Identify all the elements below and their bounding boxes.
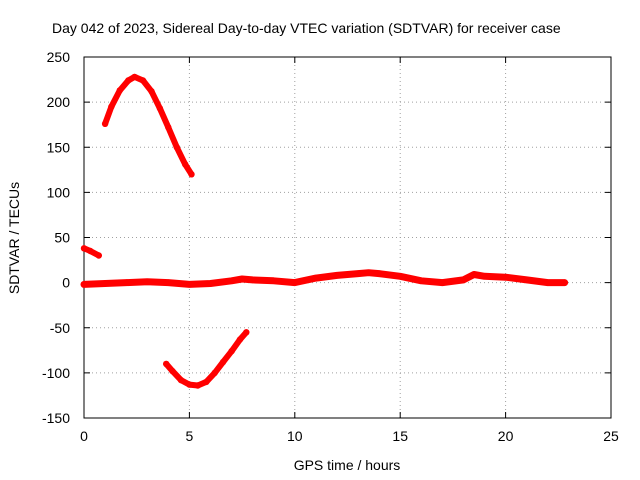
- data-point: [182, 161, 189, 168]
- y-tick-label: 150: [47, 139, 71, 155]
- y-tick-label: 250: [47, 49, 71, 65]
- x-tick-label: 25: [603, 428, 619, 444]
- data-point: [561, 279, 568, 286]
- series-segment-d: [163, 329, 250, 389]
- data-point: [354, 270, 362, 277]
- data-point: [188, 171, 195, 178]
- data-point: [502, 274, 509, 281]
- data-point: [544, 279, 551, 286]
- data-point: [101, 280, 109, 287]
- data-point: [249, 276, 256, 284]
- x-axis-label: GPS time / hours: [294, 457, 401, 473]
- data-point: [270, 277, 277, 284]
- x-tick-label: 5: [186, 428, 194, 444]
- data-point: [243, 329, 250, 336]
- data-point: [375, 270, 383, 277]
- y-tick-label: 200: [47, 94, 71, 110]
- data-point: [333, 272, 341, 279]
- data-point: [173, 144, 180, 151]
- axes: 0 5 10 15 20 25 -150 -100 -50 0 50 100 150 200 250: [42, 49, 619, 444]
- data-point: [397, 273, 404, 280]
- data-point: [87, 247, 94, 255]
- y-tick-label: -150: [42, 410, 70, 426]
- data-point: [101, 120, 109, 128]
- data-point: [523, 276, 530, 284]
- data-point: [131, 73, 138, 81]
- data-point: [186, 281, 193, 288]
- data-point: [163, 360, 170, 368]
- y-tick-label: 0: [62, 275, 70, 291]
- grid: [84, 57, 611, 418]
- data-point: [211, 369, 218, 377]
- y-tick-label: -50: [50, 320, 70, 336]
- data-point: [228, 277, 235, 284]
- data-point: [365, 269, 372, 276]
- data-point: [219, 358, 227, 366]
- data-point: [439, 279, 446, 286]
- data-point: [116, 87, 124, 94]
- data-series: [80, 73, 569, 389]
- x-tick-label: 10: [287, 428, 303, 444]
- data-point: [186, 381, 193, 388]
- data-point: [156, 105, 164, 112]
- y-tick-label: 50: [54, 230, 70, 246]
- data-point: [80, 281, 88, 288]
- data-point: [312, 274, 320, 282]
- data-point: [481, 273, 488, 280]
- x-tick-label: 20: [498, 428, 514, 444]
- chart-title: Day 042 of 2023, Sidereal Day-to-day VTE…: [52, 20, 561, 36]
- data-point: [228, 348, 235, 355]
- data-point: [95, 252, 103, 259]
- data-point: [236, 336, 244, 343]
- y-tick-label: 100: [47, 184, 71, 200]
- data-point: [238, 275, 246, 283]
- data-point: [418, 277, 425, 284]
- data-point: [203, 378, 210, 386]
- y-tick-label: -100: [42, 365, 70, 381]
- data-point: [165, 279, 172, 286]
- data-point: [80, 245, 88, 252]
- data-point: [291, 279, 298, 286]
- data-point: [169, 367, 176, 375]
- data-point: [144, 278, 151, 285]
- x-tick-label: 15: [392, 428, 408, 444]
- data-point: [125, 77, 132, 84]
- x-tick-label: 0: [80, 428, 88, 444]
- data-point: [139, 77, 147, 84]
- data-point: [148, 88, 155, 95]
- data-point: [108, 103, 115, 110]
- data-point: [123, 279, 130, 286]
- data-point: [470, 271, 478, 278]
- y-axis-label: SDTVAR / TECUs: [6, 182, 22, 294]
- data-point: [460, 276, 467, 284]
- data-point: [194, 382, 201, 389]
- data-point: [177, 376, 185, 384]
- data-point: [165, 124, 172, 131]
- data-point: [207, 280, 214, 287]
